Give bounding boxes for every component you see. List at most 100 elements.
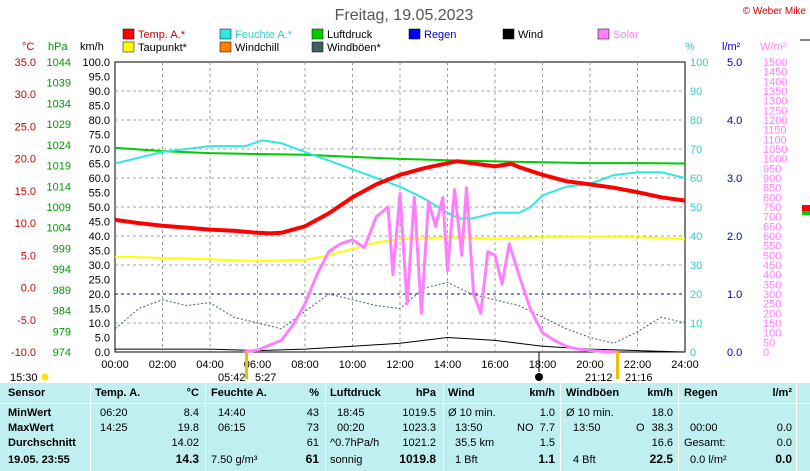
pressure-tick-label: 1004: [47, 223, 71, 235]
wind-tick-label: 15.0: [89, 304, 110, 316]
pressure-tick-label: 989: [53, 285, 71, 297]
legend-swatch: [122, 28, 135, 40]
x-tick-label: 00:00: [101, 359, 129, 371]
gust-direction: O: [636, 422, 645, 434]
wind-tick-label: 95.0: [89, 72, 110, 84]
wind-tick-label: 20.0: [89, 289, 110, 301]
humidity-tick-label: 70: [690, 144, 702, 156]
x-tick-label: 18:00: [529, 359, 557, 371]
rain-tick-label: 3.0: [727, 173, 742, 185]
solar-tick-label: 1100: [763, 134, 787, 146]
pressure-tick-label: 1029: [47, 119, 71, 131]
humidity-tick-label: 90: [690, 86, 702, 98]
wind-time: 13:50: [455, 422, 483, 434]
temp-tick-label: -5.0: [17, 315, 36, 327]
legend-swatch: [597, 28, 610, 40]
header-temp: Temp. A.: [95, 387, 141, 399]
legend: Temp. A.* Feuchte A.* Luftdruck Regen Wind So…: [122, 28, 639, 54]
wind-value: 1.5: [539, 437, 555, 449]
solar-tick-label: 1150: [763, 125, 787, 137]
wind-tick-label: 0.0: [95, 347, 110, 359]
chart-title: Freitag, 19.05.2023: [335, 7, 474, 24]
credit-label: © Weber Mike: [743, 6, 807, 17]
header-rain-unit: l/m²: [772, 387, 792, 399]
rain-tick-label: 5.0: [727, 57, 742, 69]
wind-tick-label: 90.0: [89, 86, 110, 98]
pressure-tick-label: 994: [53, 264, 71, 276]
x-tick-label: 08:00: [291, 359, 319, 371]
header-gust: Windböen: [566, 387, 620, 399]
wind-tick-label: 45.0: [89, 217, 110, 229]
wind-direction: NO: [517, 422, 534, 434]
rain-total-label: Gesamt:: [684, 437, 726, 449]
solar-tick-label: 400: [763, 270, 781, 282]
header-pressure: Luftdruck: [330, 387, 381, 399]
wind-tick-label: 75.0: [89, 130, 110, 142]
wind-tick-label: 60.0: [89, 173, 110, 185]
header-pressure-unit: hPa: [415, 387, 436, 399]
axes: 35.0 30.0 25.0 20.0 15.0 10.0 5.0 0.0 -5.0 -10.0 1…: [11, 57, 788, 371]
legend-label: Wind: [518, 29, 543, 41]
solar-tick-label: 350: [763, 279, 781, 291]
wind-tick-label: 40.0: [89, 231, 110, 243]
temp-unit-label: °C: [22, 41, 34, 53]
moon-icon: [535, 373, 543, 381]
gust-value: 18.0: [651, 407, 673, 419]
solar-tick-label: 500: [763, 250, 781, 262]
humidity-tick-label: 0: [690, 347, 696, 359]
x-tick-label: 22:00: [624, 359, 652, 371]
humidity-tick-label: 60: [690, 173, 702, 185]
solar-tick-label: 100: [763, 328, 781, 340]
wind-tick-label: 100.0: [82, 57, 110, 69]
rain-value: 0.0: [776, 422, 792, 434]
x-tick-label: 14:00: [434, 359, 462, 371]
sunset-time: 21:12: [585, 372, 613, 383]
solar-tick-label: 250: [763, 299, 781, 311]
temp-value: 19.8: [177, 422, 199, 434]
solar-tick-label: 900: [763, 173, 781, 185]
solar-tick-label: 1500: [763, 57, 787, 69]
sun-icon: [41, 373, 49, 381]
legend-swatch: [408, 28, 421, 40]
row-label: MinWert: [8, 407, 52, 419]
solar-tick-label: 800: [763, 192, 781, 204]
pressure-tick-label: 1009: [47, 202, 71, 214]
wind-value: 1.0: [539, 407, 555, 419]
humidity-time: 14:40: [218, 407, 246, 419]
gust-current: 22.5: [649, 452, 673, 466]
row-label: MaxWert: [8, 422, 54, 434]
solar-tick-label: 750: [763, 202, 781, 214]
weather-chart: Freitag, 19.05.2023 © Weber Mike Temp. A…: [10, 6, 810, 383]
solar-tick-label: 1000: [763, 154, 787, 166]
temp-value: 14.02: [171, 437, 199, 449]
temp-tick-label: 10.0: [15, 218, 36, 230]
humidity-tick-label: 50: [690, 202, 702, 214]
header-wind: Wind: [448, 387, 475, 399]
sunset-marker: [616, 351, 619, 379]
wind-tick-label: 55.0: [89, 188, 110, 200]
statistics-table: Sensor Temp. A. °C Feuchte A. % Luftdruc…: [0, 383, 810, 471]
sunset-end-time: 21:16: [625, 372, 653, 383]
solar-tick-label: 1200: [763, 115, 787, 127]
wind-distance: 35.5 km: [455, 437, 495, 449]
solar-tick-label: 50: [763, 337, 775, 349]
header-temp-unit: °C: [186, 387, 199, 399]
pressure-tick-label: 1034: [47, 98, 71, 110]
humidity-tick-label: 80: [690, 115, 702, 127]
humidity-tick-label: 40: [690, 231, 702, 243]
legend-swatch: [311, 28, 324, 40]
solar-tick-label: 600: [763, 231, 781, 243]
wind-time: Ø 10 min.: [448, 407, 496, 419]
legend-swatch: [502, 28, 515, 40]
pressure-tick-label: 999: [53, 243, 71, 255]
rain-tick-label: 0.0: [727, 347, 742, 359]
legend-label: Solar: [613, 29, 639, 41]
temp-tick-label: -10.0: [11, 347, 36, 359]
pressure-tick-label: 974: [53, 347, 71, 359]
series-windben: [114, 281, 686, 344]
temp-time: 14:25: [100, 422, 128, 434]
temp-tick-label: 35.0: [15, 57, 36, 69]
solar-tick-label: 450: [763, 260, 781, 272]
solar-tick-label: 650: [763, 221, 781, 233]
x-tick-label: 02:00: [149, 359, 177, 371]
